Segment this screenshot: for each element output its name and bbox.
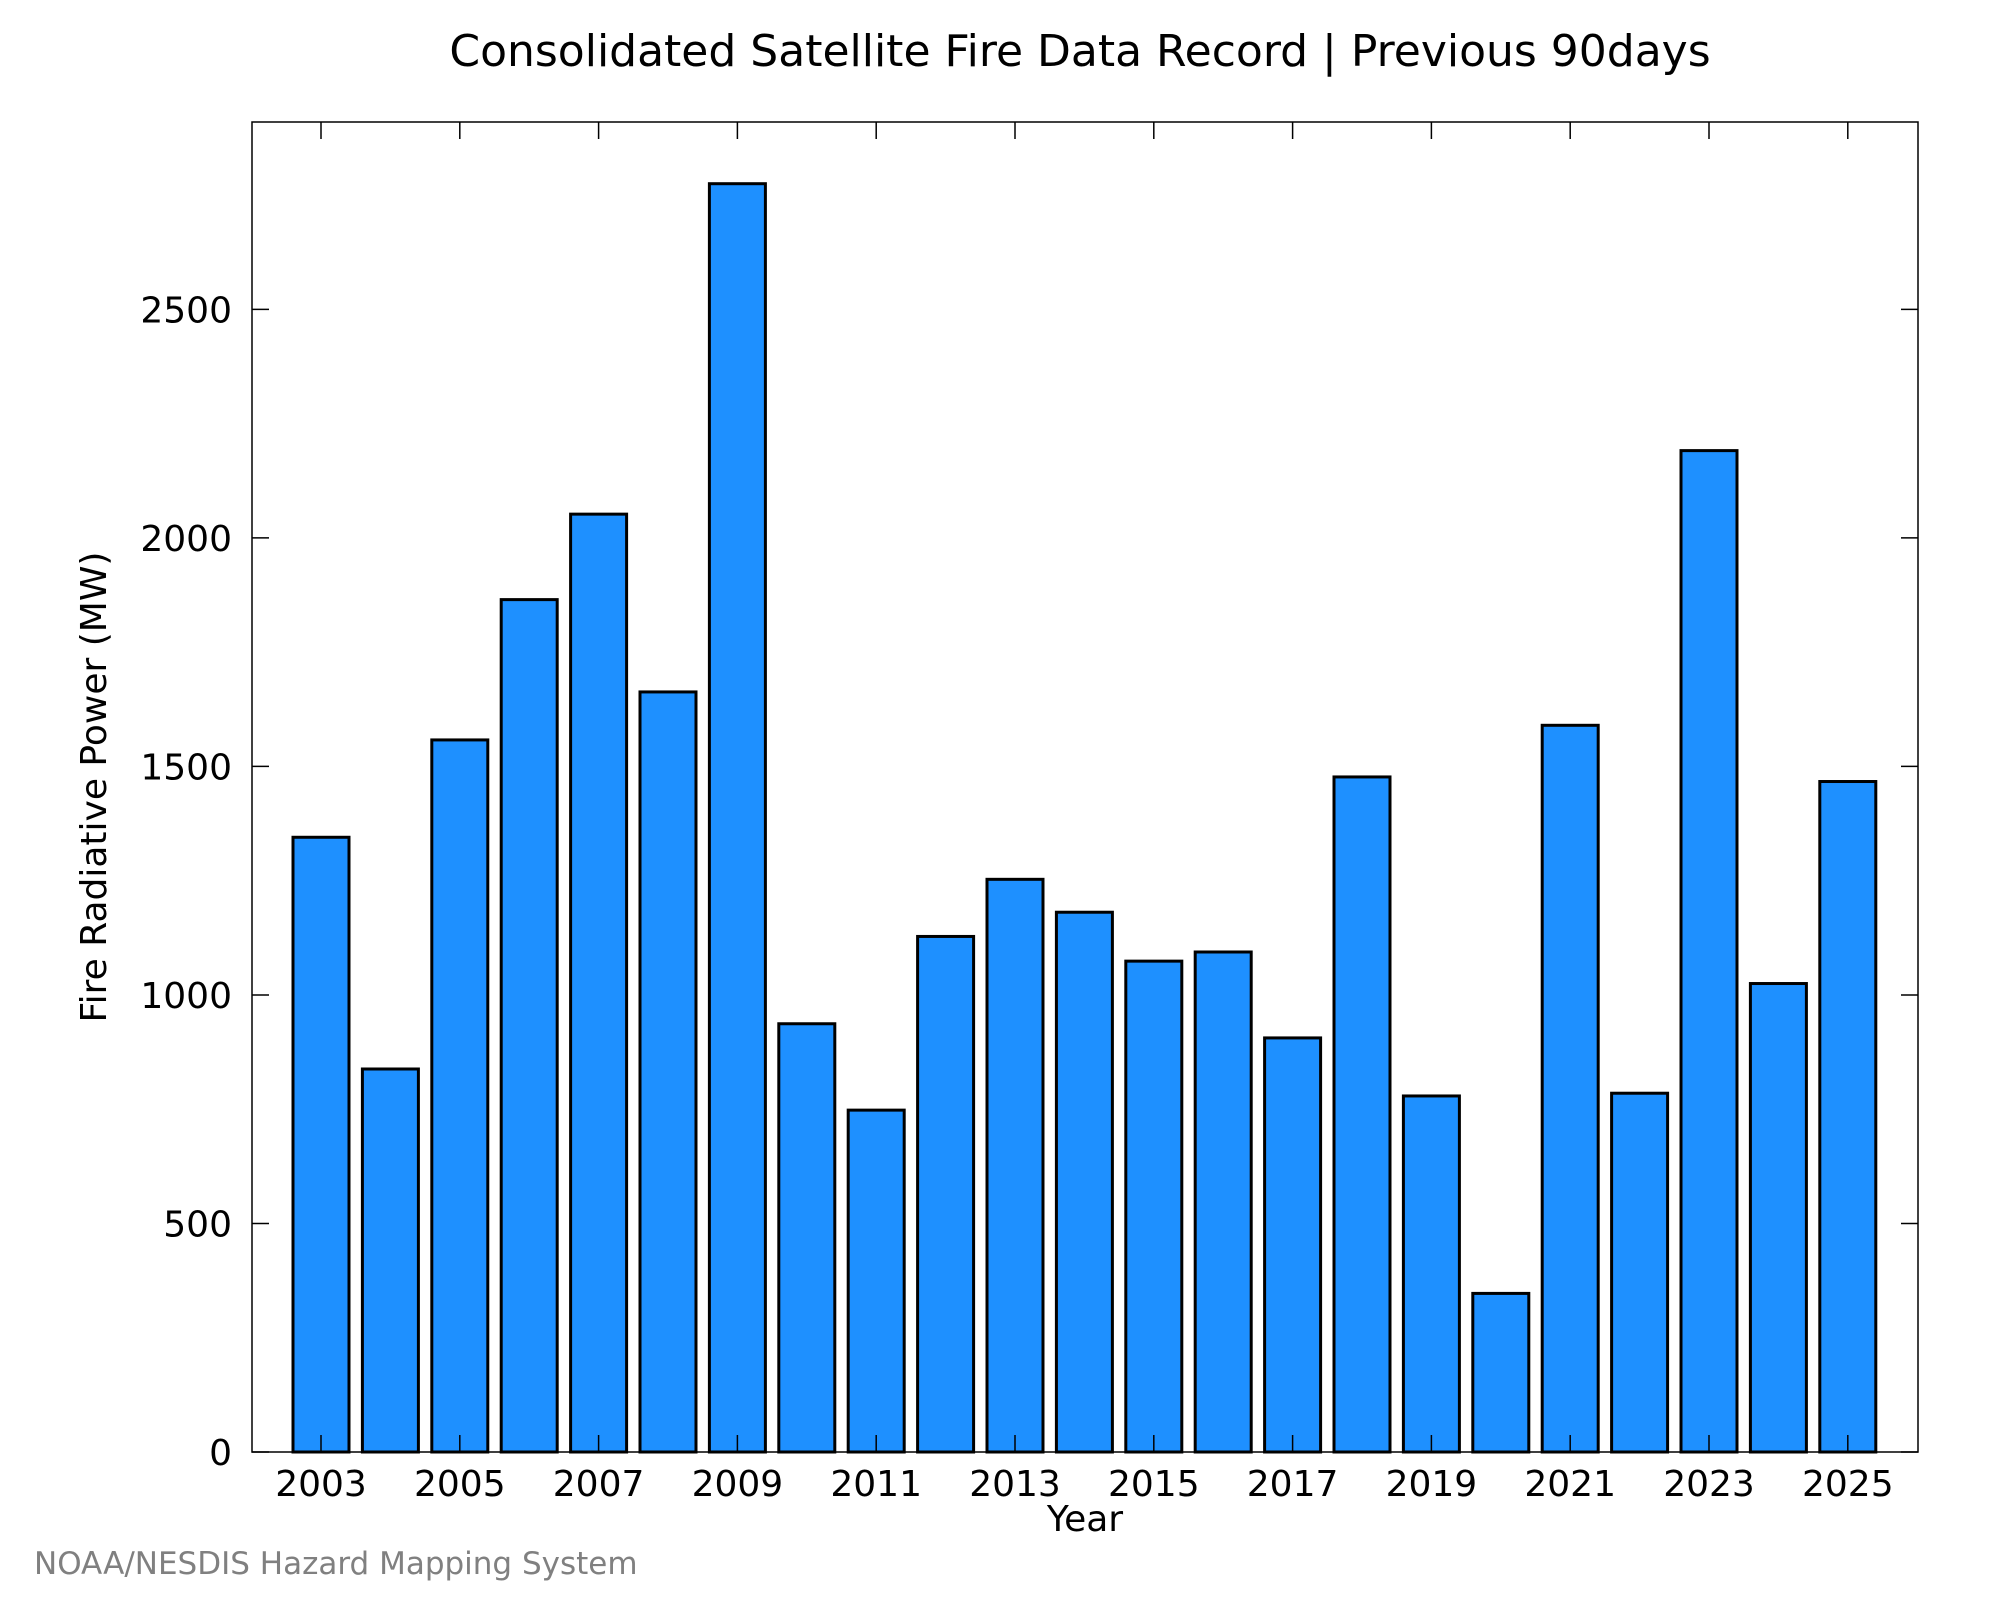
y-tick-labels: 0 500 1000 1500 2000 2500	[140, 290, 232, 1474]
bar-2016	[1193, 950, 1253, 1454]
chart-title: Consolidated Satellite Fire Data Record …	[449, 26, 1710, 77]
x-axis-label: Year	[1046, 1499, 1123, 1540]
bar-2006	[499, 598, 559, 1454]
source-credit: NOAA/NESDIS Hazard Mapping System	[34, 1546, 638, 1582]
x-tick-label-2011: 2011	[830, 1464, 922, 1505]
y-tick-label-500: 500	[163, 1204, 232, 1245]
x-tick-label-2015: 2015	[1108, 1464, 1200, 1505]
bar-2021	[1540, 723, 1600, 1454]
x-tick-label-2023: 2023	[1663, 1464, 1755, 1505]
y-tick-label-1000: 1000	[140, 976, 232, 1017]
x-tick-label-2005: 2005	[414, 1464, 506, 1505]
y-tick-label-2500: 2500	[140, 290, 232, 331]
bar-2003	[291, 835, 351, 1454]
x-tick-label-2007: 2007	[553, 1464, 645, 1505]
y-tick-label-1500: 1500	[140, 747, 232, 788]
x-tick-label-2003: 2003	[275, 1464, 367, 1505]
bar-2020	[1471, 1291, 1531, 1454]
bar-2022	[1610, 1091, 1670, 1454]
axis-ticks	[252, 122, 1918, 1453]
bar-2008	[638, 690, 698, 1454]
bar-2015	[1124, 959, 1184, 1454]
bar-2012	[916, 934, 976, 1454]
bar-2019	[1401, 1094, 1461, 1454]
bar-2018	[1332, 775, 1392, 1454]
x-tick-label-2019: 2019	[1386, 1464, 1478, 1505]
bars-group	[291, 182, 1878, 1454]
x-tick-label-2013: 2013	[969, 1464, 1061, 1505]
bar-2013	[985, 877, 1045, 1454]
x-tick-label-2025: 2025	[1802, 1464, 1894, 1505]
x-tick-label-2017: 2017	[1247, 1464, 1339, 1505]
bar-2007	[569, 512, 629, 1454]
y-tick-label-0: 0	[209, 1433, 232, 1474]
bar-2010	[777, 1022, 837, 1454]
y-tick-label-2000: 2000	[140, 519, 232, 560]
bar-2017	[1263, 1036, 1323, 1454]
bar-2024	[1748, 982, 1808, 1454]
y-axis-label: Fire Radiative Power (MW)	[74, 552, 115, 1023]
x-tick-label-2021: 2021	[1524, 1464, 1616, 1505]
bar-2014	[1054, 910, 1114, 1454]
x-tick-labels: 2003 2005 2007 2009 2011 2013 2015 2017 2019 2021…	[275, 1464, 1893, 1505]
bar-2025	[1818, 780, 1878, 1454]
bar-2023	[1679, 449, 1739, 1454]
x-tick-label-2009: 2009	[692, 1464, 784, 1505]
bar-2004	[360, 1067, 420, 1454]
bar-2011	[846, 1108, 906, 1454]
bar-2009	[707, 182, 767, 1454]
bar-2005	[430, 738, 490, 1454]
plot-frame	[251, 121, 1919, 1453]
